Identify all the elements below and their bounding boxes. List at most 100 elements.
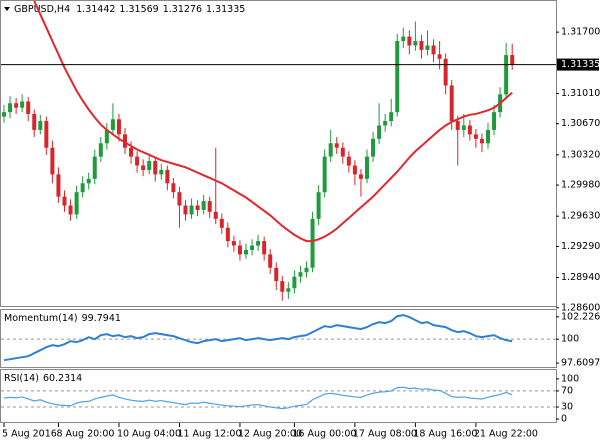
- y-tick-label: 30: [561, 401, 573, 412]
- candle-body: [74, 192, 79, 215]
- symbol-header: GBPUSD,H4 1.31442 1.31569 1.31276 1.31335: [14, 4, 245, 15]
- candle-body: [358, 174, 363, 179]
- candle-body: [231, 241, 236, 246]
- candle-body: [147, 161, 152, 170]
- candle-body: [68, 205, 73, 215]
- candle-body: [50, 147, 55, 175]
- candle-body: [504, 55, 509, 95]
- low: 1.31276: [163, 4, 202, 15]
- open: 1.31442: [76, 4, 115, 15]
- y-tick-label: 102.2264: [561, 311, 600, 322]
- candle-body: [340, 147, 345, 157]
- candle-body: [431, 45, 436, 55]
- candle-body: [201, 201, 206, 210]
- candle-body: [492, 112, 497, 130]
- y-tick-label: 1.31700: [561, 27, 600, 38]
- candle-body: [286, 288, 291, 292]
- candle-body: [280, 281, 285, 292]
- x-tick-label: 18 Aug 16:00: [413, 429, 477, 440]
- candle-body: [32, 113, 37, 130]
- candle-body: [401, 36, 406, 42]
- y-tick-label: 1.29290: [561, 241, 600, 252]
- candle-body: [189, 205, 194, 215]
- candle-body: [38, 121, 43, 130]
- y-tick-label: 0: [561, 414, 567, 425]
- high: 1.31569: [119, 4, 158, 15]
- last-price-tag: [557, 58, 599, 71]
- candle-body: [365, 156, 369, 179]
- candle-body: [135, 156, 140, 166]
- candle-body: [195, 205, 200, 210]
- x-tick-label: 5 Aug 2016: [2, 429, 57, 440]
- x-tick-label: 8 Aug 20:00: [56, 429, 114, 440]
- candle-body: [80, 183, 85, 193]
- candle-body: [449, 85, 454, 122]
- y-tick-label: 1.28940: [561, 272, 600, 283]
- candle-body: [346, 156, 351, 166]
- y-tick-label: 1.28600: [561, 302, 600, 313]
- candle-body: [304, 267, 309, 273]
- candle-body: [110, 119, 115, 130]
- candle-body: [213, 211, 218, 219]
- candle-body: [419, 41, 424, 50]
- candle-body: [8, 103, 13, 113]
- candle-body: [425, 45, 430, 50]
- rsi-header: RSI(14) 60.2314: [4, 373, 82, 384]
- rsi-title: RSI(14): [4, 373, 39, 384]
- momentum-title: Momentum(14): [4, 313, 78, 324]
- momentum-last: 99.7941: [82, 313, 121, 324]
- candle-body: [328, 143, 333, 157]
- candle-body: [123, 134, 127, 148]
- candle-body: [56, 174, 61, 197]
- moving-average: [33, 0, 513, 243]
- candle-body: [510, 55, 515, 65]
- momentum-panel: [0, 309, 557, 368]
- y-tick-label: 97.6097: [561, 358, 600, 369]
- y-tick-label: 1.30320: [561, 149, 600, 160]
- candle-body: [44, 121, 49, 148]
- y-tick-label: 1.29980: [561, 180, 600, 191]
- x-tick-label: 12 Aug 20:00: [238, 429, 302, 440]
- x-tick-label: 21 Aug 22:00: [474, 429, 538, 440]
- close: 1.31335: [206, 4, 245, 15]
- candle-body: [262, 241, 267, 255]
- candle-body: [274, 267, 279, 282]
- candle-body: [473, 134, 478, 139]
- candle-body: [268, 254, 273, 268]
- rsi-last: 60.2314: [43, 373, 82, 384]
- candle-body: [371, 138, 376, 157]
- rsi-panel: [0, 369, 557, 423]
- x-tick-label: 11 Aug 12:00: [177, 429, 241, 440]
- momentum-header: Momentum(14) 99.7941: [4, 313, 121, 324]
- indicator-line: [3, 314, 513, 362]
- candle-body: [98, 143, 103, 157]
- candle-body: [62, 196, 67, 206]
- candle-body: [2, 112, 6, 117]
- candle-body: [141, 165, 146, 170]
- price-panel: [0, 0, 557, 307]
- indicator-line: [3, 386, 513, 410]
- candle-body: [407, 36, 412, 46]
- candle-body: [455, 121, 460, 130]
- candle-body: [256, 241, 261, 246]
- candle-body: [322, 156, 327, 193]
- candle-body: [159, 169, 164, 175]
- x-tick-label: 17 Aug 08:00: [353, 429, 417, 440]
- candle-body: [310, 218, 315, 268]
- candle-body: [395, 41, 400, 113]
- candle-body: [116, 119, 121, 135]
- candle-body: [171, 183, 176, 193]
- candle-body: [225, 227, 230, 242]
- candle-body: [352, 165, 357, 175]
- candle-body: [26, 101, 31, 114]
- candle-body: [383, 121, 388, 126]
- y-tick-label: 1.30670: [561, 118, 600, 129]
- candle-body: [479, 138, 484, 144]
- candle-body: [219, 218, 224, 228]
- candle-body: [437, 54, 442, 59]
- y-tick-label: 70: [561, 385, 573, 396]
- candle-body: [86, 178, 91, 184]
- candle-body: [207, 201, 212, 212]
- candle-body: [250, 245, 255, 250]
